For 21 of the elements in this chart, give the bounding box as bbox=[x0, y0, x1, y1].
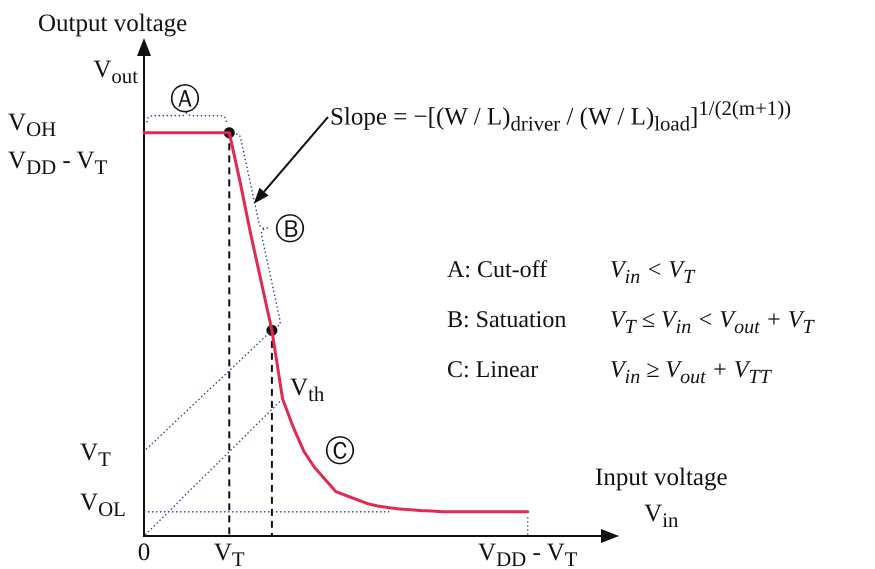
text: V$_{OL}$ bbox=[80, 488, 126, 522]
x-axis-title: Input voltage V$_{in}$ bbox=[595, 463, 728, 534]
text: V$_{DD}$ - V$_{T}$ bbox=[8, 146, 108, 180]
annotation: Ⓒ bbox=[325, 434, 355, 470]
text: Ⓐ bbox=[170, 82, 200, 118]
annotation: V$_{T}$ ≤ V$_{in}$ < V$_{out}$ + V$_{T}$ bbox=[610, 306, 814, 339]
text: V$_{OH}$ bbox=[8, 108, 56, 142]
annotation: B: Satuation bbox=[447, 306, 566, 335]
annotation: Slope = −[(W / L)$_{driver}$ / (W / L)$_{load}$]$^{1/(2(m+1))}$ bbox=[330, 96, 792, 136]
annotation: Ⓑ bbox=[275, 212, 305, 248]
x-tick-label: V$_{T}$ bbox=[214, 538, 245, 569]
annotation: V$_{in}$ < V$_{T}$ bbox=[610, 256, 694, 289]
annotation: C: Linear bbox=[447, 356, 538, 385]
annotation: V$_{in}$ ≥ V$_{out}$ + V$_{TT}$ bbox=[610, 356, 771, 389]
x-tick-label: V$_{DD}$ - V$_{T}$ bbox=[478, 538, 578, 569]
text: V$_{T}$ bbox=[80, 438, 111, 472]
text: V$_{out}$ bbox=[93, 55, 138, 89]
annotation: V$_{th}$ bbox=[290, 373, 324, 407]
y-axis-title: Output voltage bbox=[38, 9, 188, 39]
annotation: A: Cut-off bbox=[447, 256, 548, 285]
x-tick-label: 0 bbox=[138, 538, 150, 568]
